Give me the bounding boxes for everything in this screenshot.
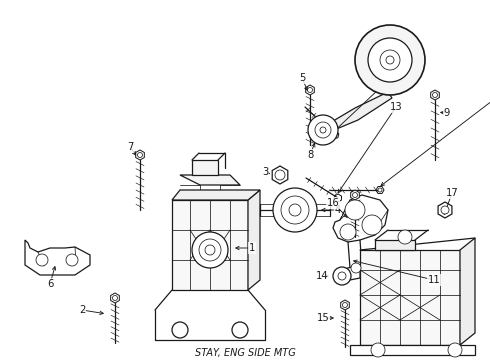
Circle shape [378,188,382,192]
Circle shape [273,188,317,232]
Circle shape [333,267,351,285]
Circle shape [275,170,285,180]
Circle shape [340,224,356,240]
Text: 3: 3 [262,167,268,177]
Text: 5: 5 [299,73,305,83]
Circle shape [338,272,346,280]
Polygon shape [375,240,415,250]
Circle shape [320,127,326,133]
Circle shape [232,322,248,338]
Text: 17: 17 [445,188,458,198]
Circle shape [448,343,462,357]
Text: 6: 6 [47,279,53,289]
Text: 7: 7 [127,142,133,152]
Circle shape [343,302,347,307]
Polygon shape [360,250,460,345]
Text: 14: 14 [316,271,328,281]
Circle shape [36,254,48,266]
Polygon shape [350,345,475,355]
Polygon shape [333,195,388,242]
Circle shape [172,322,188,338]
Circle shape [398,230,412,244]
Polygon shape [172,190,260,200]
Polygon shape [351,190,359,200]
Circle shape [205,245,215,255]
Text: 12: 12 [407,52,419,62]
Text: 11: 11 [428,275,441,285]
Polygon shape [272,166,288,184]
Polygon shape [331,131,339,139]
Circle shape [192,232,228,268]
Circle shape [66,254,78,266]
Polygon shape [431,90,440,100]
Polygon shape [306,85,314,95]
Polygon shape [341,300,349,310]
Text: 2: 2 [79,305,85,315]
Text: 16: 16 [327,198,340,208]
Polygon shape [335,194,342,202]
Circle shape [289,204,301,216]
Polygon shape [192,160,218,175]
Text: 4: 4 [335,205,341,215]
Circle shape [138,153,143,158]
Text: 1: 1 [249,243,255,253]
Text: 9: 9 [444,108,450,118]
Circle shape [355,25,425,95]
Circle shape [362,215,382,235]
Polygon shape [172,200,248,290]
Circle shape [352,193,358,198]
Polygon shape [111,293,120,303]
Circle shape [199,239,221,261]
Polygon shape [335,265,360,282]
Circle shape [308,87,313,93]
Text: 8: 8 [307,150,313,160]
Polygon shape [438,202,452,218]
Polygon shape [460,238,475,345]
Circle shape [113,296,118,301]
Polygon shape [25,240,90,275]
Circle shape [351,263,361,273]
Polygon shape [180,175,240,185]
Circle shape [345,200,365,220]
Polygon shape [318,92,392,135]
Circle shape [308,115,338,145]
Circle shape [380,50,400,70]
Polygon shape [376,186,384,193]
Polygon shape [136,150,145,160]
Polygon shape [248,190,260,290]
Circle shape [386,56,394,64]
Circle shape [433,93,438,98]
Text: 13: 13 [390,102,402,112]
Text: STAY, ENG SIDE MTG: STAY, ENG SIDE MTG [195,348,295,358]
Text: 15: 15 [317,313,329,323]
Circle shape [315,122,331,138]
Circle shape [281,196,309,224]
Circle shape [441,206,449,214]
Circle shape [368,38,412,82]
Circle shape [371,343,385,357]
